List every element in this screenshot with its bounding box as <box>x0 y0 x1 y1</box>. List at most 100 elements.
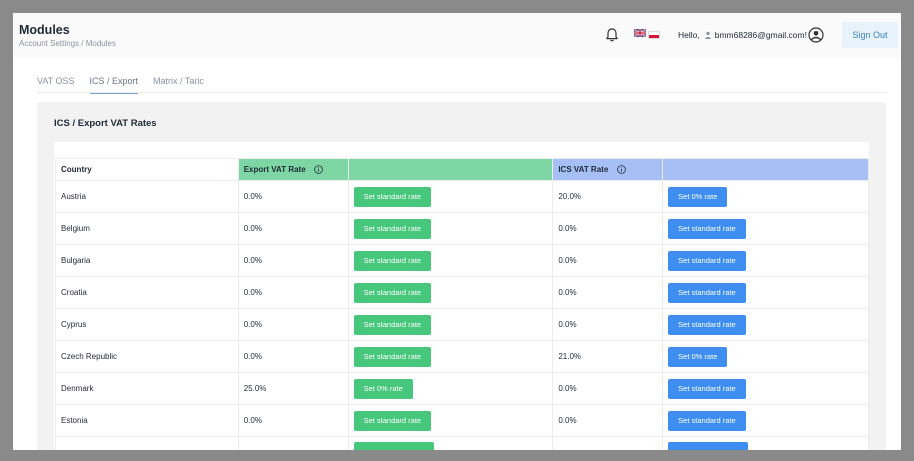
ics-rate-cell: 0.0% <box>552 308 664 341</box>
export-action-cell: Set standard rate <box>348 180 554 213</box>
ics-rate-cell <box>552 436 664 450</box>
set-ics-rate-button[interactable]: Set standard rate <box>668 218 746 239</box>
country-cell: Estonia <box>55 404 239 437</box>
tab-matrix-taric[interactable]: Matrix / Taric <box>153 76 204 86</box>
table-row: Estonia 0.0% Set standard rate 0.0% Set stan… <box>55 404 869 437</box>
module-tabs: VAT OSS ICS / Export Matrix / Taric <box>37 76 204 94</box>
vat-rates-panel: ICS / Export VAT Rates Country Export VA… <box>37 102 886 450</box>
ics-action-cell: Set standard rate <box>662 244 869 277</box>
app-window: Modules Account Settings / Modules Hello… <box>13 13 901 450</box>
table-row: Czech Republic 0.0% Set standard rate 21.0%… <box>55 340 869 373</box>
country-cell: Czech Republic <box>55 340 239 373</box>
ics-rate-cell: 0.0% <box>552 404 664 437</box>
tab-vat-oss[interactable]: VAT OSS <box>37 76 75 86</box>
set-ics-rate-button[interactable]: Set 0% rate <box>668 186 728 207</box>
export-rate-cell: 0.0% <box>238 180 349 213</box>
export-rate-cell <box>238 436 349 450</box>
panel-title: ICS / Export VAT Rates <box>54 118 157 129</box>
ics-action-cell: Set 0% rate <box>662 340 869 373</box>
ics-rate-cell: 0.0% <box>552 244 664 277</box>
set-ics-rate-button[interactable]: Set standard rate <box>668 378 746 399</box>
country-cell: Croatia <box>55 276 239 309</box>
set-export-rate-button[interactable]: Set standard rate <box>353 314 432 335</box>
set-export-rate-button[interactable]: Set standard rate <box>353 218 432 239</box>
user-greeting: Hello, bmm68286@gmail.com! <box>678 30 807 40</box>
export-rate-cell: 0.0% <box>238 404 349 437</box>
user-email: bmm68286@gmail.com! <box>714 30 807 40</box>
country-cell: Denmark <box>55 372 239 405</box>
export-action-cell: Set standard rate <box>348 212 554 245</box>
info-icon[interactable] <box>616 165 626 174</box>
export-action-cell: Set standard rate <box>348 404 554 437</box>
export-rate-cell: 0.0% <box>238 212 349 245</box>
vat-rates-table: Country Export VAT Rate ICS VAT Rate <box>55 158 869 450</box>
export-action-column-header <box>347 158 554 181</box>
set-export-rate-button[interactable]: Set 0% rate <box>353 378 413 399</box>
set-ics-rate-button[interactable]: Set standard rate <box>668 314 746 335</box>
ics-action-cell: Set standard rate <box>662 276 869 309</box>
ics-rate-cell: 21.0% <box>552 340 664 373</box>
country-cell: Belgium <box>55 212 239 245</box>
set-export-rate-button[interactable]: Set standard rate <box>353 410 432 431</box>
table-row: Cyprus 0.0% Set standard rate 0.0% Set stand… <box>55 308 869 341</box>
sign-out-button[interactable]: Sign Out <box>842 22 898 48</box>
top-header: Modules Account Settings / Modules Hello… <box>13 13 901 58</box>
ics-rate-cell: 0.0% <box>552 372 664 405</box>
set-export-rate-button[interactable]: Set standard rate <box>353 186 432 207</box>
info-icon[interactable] <box>314 165 323 174</box>
table-row: Denmark 25.0% Set 0% rate 0.0% Set standard … <box>55 372 869 405</box>
table-row <box>55 436 869 450</box>
set-export-rate-button[interactable] <box>353 441 434 450</box>
page-title: Modules <box>19 23 70 37</box>
export-rate-cell: 0.0% <box>238 340 349 373</box>
country-cell: Austria <box>55 180 239 213</box>
export-rate-cell: 0.0% <box>238 308 349 341</box>
export-action-cell <box>348 436 554 450</box>
table-row: Belgium 0.0% Set standard rate 0.0% Set stan… <box>55 212 869 245</box>
ics-action-cell: Set standard rate <box>662 212 869 245</box>
export-action-cell: Set 0% rate <box>348 372 554 405</box>
set-ics-rate-button[interactable] <box>668 441 749 450</box>
tabs-divider <box>37 92 886 93</box>
set-ics-rate-button[interactable]: Set standard rate <box>668 250 746 271</box>
avatar-icon[interactable] <box>808 27 824 43</box>
ics-action-column-header <box>662 158 869 181</box>
table-row: Croatia 0.0% Set standard rate 0.0% Set stan… <box>55 276 869 309</box>
country-cell: Bulgaria <box>55 244 239 277</box>
breadcrumb: Account Settings / Modules <box>19 39 116 48</box>
set-export-rate-button[interactable]: Set standard rate <box>353 346 432 367</box>
table-header-row: Country Export VAT Rate ICS VAT Rate <box>55 158 869 181</box>
set-export-rate-button[interactable]: Set standard rate <box>353 282 432 303</box>
user-icon <box>704 31 711 39</box>
poland-flag-icon[interactable] <box>648 31 660 39</box>
export-action-cell: Set standard rate <box>348 308 554 341</box>
bell-icon[interactable] <box>604 27 620 43</box>
ics-rate-cell: 0.0% <box>552 212 664 245</box>
uk-flag-icon[interactable] <box>634 29 646 37</box>
export-rate-column-header: Export VAT Rate <box>237 158 349 181</box>
export-rate-cell: 0.0% <box>238 244 349 277</box>
set-ics-rate-button[interactable]: Set standard rate <box>668 282 746 303</box>
ics-rate-cell: 20.0% <box>552 180 664 213</box>
table-container: Country Export VAT Rate ICS VAT Rate <box>54 142 869 450</box>
export-action-cell: Set standard rate <box>348 244 554 277</box>
greeting-label: Hello, <box>678 30 700 40</box>
set-export-rate-button[interactable]: Set standard rate <box>353 250 432 271</box>
language-switcher[interactable] <box>632 28 662 42</box>
export-action-cell: Set standard rate <box>348 276 554 309</box>
ics-action-cell: Set standard rate <box>662 372 869 405</box>
ics-action-cell <box>662 436 869 450</box>
tab-ics-export[interactable]: ICS / Export <box>89 76 139 94</box>
ics-action-cell: Set standard rate <box>662 404 869 437</box>
ics-rate-cell: 0.0% <box>552 276 664 309</box>
table-row: Austria 0.0% Set standard rate 20.0% Set 0% … <box>55 180 869 213</box>
ics-action-cell: Set standard rate <box>662 308 869 341</box>
set-ics-rate-button[interactable]: Set 0% rate <box>668 346 728 367</box>
country-cell: Cyprus <box>55 308 239 341</box>
table-body: Austria 0.0% Set standard rate 20.0% Set 0% … <box>55 180 869 450</box>
ics-rate-column-header: ICS VAT Rate <box>552 158 664 181</box>
set-ics-rate-button[interactable]: Set standard rate <box>668 410 746 431</box>
ics-action-cell: Set 0% rate <box>662 180 869 213</box>
table-row: Bulgaria 0.0% Set standard rate 0.0% Set sta… <box>55 244 869 277</box>
export-rate-cell: 25.0% <box>238 372 349 405</box>
